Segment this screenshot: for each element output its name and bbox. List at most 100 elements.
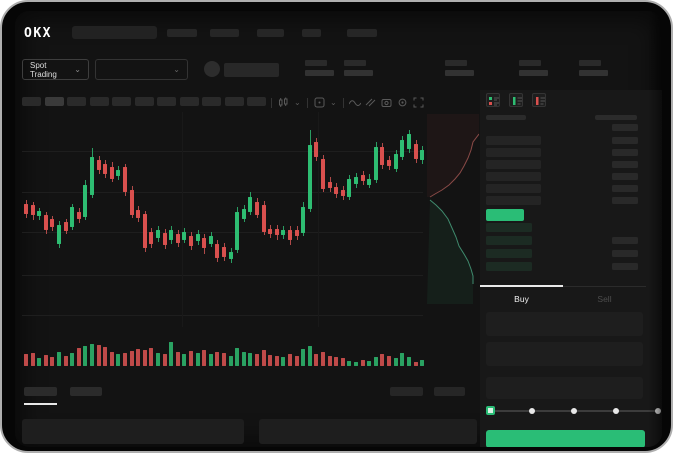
candle-type-icon[interactable] bbox=[278, 97, 289, 108]
timeframe-pill[interactable] bbox=[157, 97, 176, 106]
depth-bids-line bbox=[429, 199, 474, 284]
candle bbox=[129, 190, 135, 215]
nav-item-placeholder[interactable] bbox=[167, 29, 197, 37]
timeframe-pill[interactable] bbox=[202, 97, 221, 106]
candle bbox=[254, 202, 260, 215]
slider-handle[interactable] bbox=[486, 406, 495, 415]
gridline bbox=[318, 112, 319, 327]
orders-filter-pill[interactable] bbox=[390, 387, 423, 396]
volume-bar bbox=[328, 356, 332, 366]
book-header-price-label bbox=[486, 115, 526, 120]
volume-bar bbox=[255, 354, 259, 366]
orders-filter-pill[interactable] bbox=[434, 387, 465, 396]
timeframe-pill[interactable] bbox=[22, 97, 41, 106]
candle bbox=[96, 160, 102, 170]
volume-bar bbox=[123, 353, 127, 366]
ask-price-placeholder[interactable] bbox=[486, 196, 541, 205]
book-sells-icon[interactable] bbox=[532, 93, 546, 107]
book-header-amount-label bbox=[595, 115, 637, 120]
nav-item-placeholder[interactable] bbox=[257, 29, 284, 37]
fullscreen-icon[interactable] bbox=[413, 97, 424, 108]
search-input[interactable] bbox=[72, 26, 157, 39]
bid-price-placeholder[interactable] bbox=[486, 223, 532, 232]
candle bbox=[208, 236, 214, 244]
total-input[interactable] bbox=[486, 377, 643, 399]
timeframe-pill[interactable] bbox=[112, 97, 131, 106]
slider-stop-dot[interactable] bbox=[571, 408, 577, 414]
candle bbox=[320, 159, 326, 189]
ask-price-placeholder[interactable] bbox=[486, 136, 541, 145]
volume-bar bbox=[103, 347, 107, 366]
volume-bar bbox=[90, 344, 94, 366]
settings-gear-icon[interactable] bbox=[397, 97, 408, 108]
volume-bar bbox=[314, 354, 318, 366]
price-input[interactable] bbox=[486, 312, 643, 336]
timeframe-pill[interactable] bbox=[247, 97, 266, 106]
slider-stop-dot[interactable] bbox=[655, 408, 661, 414]
camera-icon[interactable] bbox=[381, 97, 392, 108]
slider-stop-dot[interactable] bbox=[529, 408, 535, 414]
stat-value-placeholder bbox=[344, 70, 373, 76]
slider-stops bbox=[480, 402, 662, 420]
bid-price-placeholder[interactable] bbox=[486, 236, 532, 245]
candle bbox=[89, 157, 95, 195]
candle bbox=[241, 209, 247, 219]
timeframe-pill[interactable] bbox=[134, 97, 154, 106]
candle bbox=[168, 230, 174, 240]
buy-submit-button[interactable] bbox=[486, 430, 645, 447]
stat-value-placeholder bbox=[445, 70, 474, 76]
candle bbox=[162, 233, 168, 245]
volume-bar bbox=[301, 349, 305, 366]
candle bbox=[373, 147, 379, 180]
volume-bar bbox=[176, 352, 180, 366]
tab-buy[interactable]: Buy bbox=[514, 293, 529, 304]
interval-grid-icon[interactable] bbox=[314, 97, 325, 108]
candle bbox=[234, 212, 240, 250]
volume-bar bbox=[242, 352, 246, 366]
volume-bar bbox=[387, 356, 391, 366]
ask-price-placeholder[interactable] bbox=[486, 160, 541, 169]
tab-sell[interactable]: Sell bbox=[597, 293, 612, 304]
slider-stop-dot[interactable] bbox=[613, 408, 619, 414]
stat-label-placeholder bbox=[579, 60, 601, 66]
candle bbox=[115, 170, 121, 176]
bid-price-placeholder[interactable] bbox=[486, 249, 532, 258]
indicators-wave-icon[interactable] bbox=[349, 98, 361, 108]
candle bbox=[181, 232, 187, 240]
history-tab[interactable] bbox=[24, 387, 57, 396]
ticker-stats bbox=[15, 60, 662, 80]
nav-item-placeholder[interactable] bbox=[347, 29, 377, 37]
candle bbox=[287, 230, 293, 240]
ask-price-placeholder[interactable] bbox=[486, 184, 541, 193]
timeframe-pill[interactable] bbox=[67, 97, 86, 106]
timeframe-pill[interactable] bbox=[89, 97, 109, 106]
ask-price-placeholder[interactable] bbox=[486, 172, 541, 181]
history-tab[interactable] bbox=[70, 387, 102, 396]
stat-value-placeholder bbox=[579, 70, 608, 76]
bid-price-placeholder[interactable] bbox=[486, 262, 532, 271]
nav-item-placeholder[interactable] bbox=[210, 29, 239, 37]
volume-bar bbox=[354, 362, 358, 366]
timeframe-pill[interactable] bbox=[44, 97, 64, 106]
book-buys-icon[interactable] bbox=[509, 93, 523, 107]
pair-selector-dropdown[interactable]: ⌄ bbox=[95, 59, 188, 80]
candle bbox=[135, 210, 141, 218]
timeframe-pill[interactable] bbox=[179, 97, 199, 106]
last-price-bar[interactable] bbox=[486, 209, 524, 221]
nav-item-placeholder[interactable] bbox=[302, 29, 321, 37]
market-type-selector[interactable]: Spot Trading ⌄ bbox=[22, 59, 89, 80]
chevron-down-icon[interactable]: ⌄ bbox=[294, 98, 301, 107]
chevron-down-icon[interactable]: ⌄ bbox=[330, 98, 337, 107]
amount-input[interactable] bbox=[486, 342, 643, 366]
ask-price-placeholder[interactable] bbox=[486, 148, 541, 157]
volume-bar bbox=[308, 346, 312, 366]
volume-bar bbox=[321, 352, 325, 366]
volume-bar bbox=[262, 350, 266, 366]
timeframe-pill[interactable] bbox=[224, 97, 244, 106]
compare-layers-icon[interactable] bbox=[365, 97, 376, 108]
candle bbox=[122, 167, 128, 192]
candle bbox=[353, 177, 359, 184]
candle bbox=[360, 175, 366, 181]
book-both-sides-icon[interactable] bbox=[486, 93, 500, 107]
